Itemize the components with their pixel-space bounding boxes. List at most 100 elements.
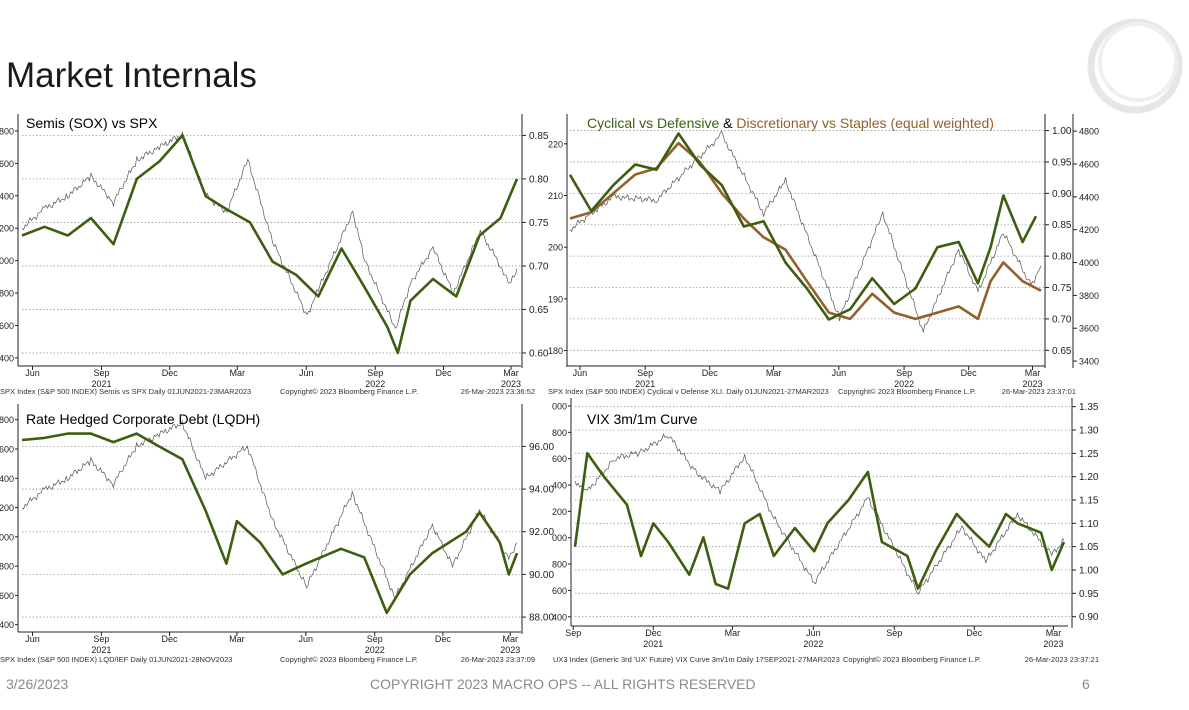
right-tick-label: 92.00: [529, 527, 554, 538]
x-tick-label: Dec: [702, 368, 719, 378]
chart-footer-source: UX3 Index (Generic 3rd 'UX' Future) VIX …: [553, 655, 840, 664]
far-tick-label: 4000: [1079, 258, 1099, 268]
left-tick-label: 600: [0, 444, 14, 454]
left-tick-label: 800: [0, 562, 14, 572]
x-year-label: 2022: [894, 379, 914, 389]
series-line-price: [574, 433, 1065, 595]
left-tick-label: 200: [552, 507, 567, 517]
chart-title: Semis (SOX) vs SPX: [26, 115, 158, 131]
x-tick-label: Sep: [93, 634, 109, 644]
right-tick-label: 0.65: [1052, 346, 1072, 357]
left-tick-label: 400: [0, 474, 14, 484]
series-line-green: [21, 432, 519, 615]
page-number: 6: [1082, 676, 1090, 692]
footer-copyright: COPYRIGHT 2023 MACRO OPS -- ALL RIGHTS R…: [370, 676, 756, 692]
left-tick-label: 800: [0, 289, 14, 299]
footer-date: 3/26/2023: [6, 676, 69, 692]
x-tick-label: Sep: [367, 368, 383, 378]
right-tick-label: 1.25: [1079, 449, 1099, 460]
far-tick-label: 3600: [1079, 324, 1099, 334]
chart-title: Cyclical vs Defensive & Discretionary vs…: [587, 115, 994, 131]
chart-panel-2: 0.65 0.70 0.75 0.80 0.85 0.90 0.95 1.00 180 190 20…: [548, 114, 1099, 396]
x-year-label: 2023: [1043, 639, 1063, 649]
chart-footer-copyright: Copyright© 2023 Bloomberg Finance L.P.: [280, 387, 418, 396]
x-tick-label: Jun: [573, 368, 588, 378]
x-tick-label: Mar: [503, 634, 519, 644]
right-tick-label: 88.00: [529, 613, 554, 624]
x-year-label: 2021: [635, 379, 655, 389]
right-tick-label: 1.20: [1079, 472, 1099, 483]
charts-canvas: 0.60 0.65 0.70 0.75 0.80 0.85 400 600 800 000 200 4…: [0, 114, 1099, 664]
x-tick-label: Jun: [25, 634, 40, 644]
x-tick-label: Mar: [1025, 368, 1041, 378]
right-tick-label: 0.75: [1052, 283, 1072, 294]
chart-title: VIX 3m/1m Curve: [587, 411, 698, 427]
chart-footer-copyright: Copyright© 2023 Bloomberg Finance L.P.: [843, 655, 981, 664]
right-tick-label: 0.70: [1052, 314, 1072, 325]
macro-ops-logo: [1087, 18, 1183, 114]
x-tick-label: Dec: [162, 368, 179, 378]
slide-title: Market Internals: [6, 56, 257, 95]
right-tick-label: 0.95: [1052, 157, 1072, 168]
series-line-green: [21, 134, 519, 355]
left-tick-label: 800: [552, 560, 567, 570]
x-tick-label: Dec: [162, 634, 179, 644]
right-tick-label: 96.00: [529, 442, 554, 453]
right-tick-label: 0.85: [529, 131, 549, 142]
x-tick-label: Jun: [299, 368, 314, 378]
far-tick-label: 3400: [1079, 357, 1099, 367]
left-tick-label: 220: [548, 139, 563, 149]
x-year-label: 2022: [365, 645, 385, 655]
x-year-label: 2021: [643, 639, 663, 649]
left-tick-label: 000: [552, 401, 567, 411]
x-year-label: 2023: [500, 645, 520, 655]
right-tick-label: 0.90: [1079, 612, 1099, 623]
x-tick-label: Sep: [896, 368, 912, 378]
x-tick-label: Dec: [966, 628, 983, 638]
left-tick-label: 600: [0, 321, 14, 331]
right-tick-label: 0.95: [1079, 589, 1099, 600]
right-tick-label: 1.05: [1079, 542, 1099, 553]
x-tick-label: Jun: [25, 368, 40, 378]
left-tick-label: 800: [0, 415, 14, 425]
chart-panel-4: 0.90 0.95 1.00 1.05 1.10 1.15 1.20 1.25 1.30 1.35…: [552, 398, 1099, 664]
chart-footer-source: SPX Index (S&P 500 INDEX) LQD/IEF Daily …: [0, 655, 232, 664]
x-tick-label: Jun: [299, 634, 314, 644]
left-tick-label: 210: [548, 191, 563, 201]
left-tick-label: 190: [548, 294, 563, 304]
right-tick-label: 1.00: [1052, 126, 1072, 137]
chart-footer-timestamp: 26-Mar-2023 23:36:52: [461, 387, 535, 396]
left-tick-label: 600: [0, 159, 14, 169]
right-tick-label: 1.15: [1079, 496, 1099, 507]
left-tick-label: 400: [552, 481, 567, 491]
right-tick-label: 0.70: [529, 261, 549, 272]
x-tick-label: Dec: [435, 368, 452, 378]
series-line-price: [569, 130, 1042, 333]
right-tick-label: 0.90: [1052, 189, 1072, 200]
left-tick-label: 400: [0, 620, 14, 630]
chart-footer-timestamp: 26-Mar-2023 23:37:09: [461, 655, 535, 664]
far-tick-label: 3800: [1079, 291, 1099, 301]
far-tick-label: 4600: [1079, 159, 1099, 169]
right-tick-label: 90.00: [529, 570, 554, 581]
x-tick-label: Sep: [367, 634, 383, 644]
left-tick-label: 180: [548, 346, 563, 356]
right-tick-label: 1.30: [1079, 426, 1099, 437]
x-tick-label: Sep: [565, 628, 581, 638]
chart-footer-timestamp: 26-Mar-2023 23:37:01: [1002, 387, 1076, 396]
right-tick-label: 0.80: [529, 174, 549, 185]
x-tick-label: Jun: [832, 368, 847, 378]
right-tick-label: 0.75: [529, 218, 549, 229]
series-line-price: [21, 419, 518, 601]
x-year-label: 2023: [1022, 379, 1042, 389]
chart-footer-timestamp: 26-Mar-2023 23:37:21: [1025, 655, 1099, 664]
chart-footer-copyright: Copyright© 2023 Bloomberg Finance L.P.: [838, 387, 976, 396]
left-tick-label: 400: [0, 353, 14, 363]
right-tick-label: 1.35: [1079, 402, 1099, 413]
left-tick-label: 600: [0, 591, 14, 601]
right-tick-label: 0.60: [529, 348, 549, 359]
chart-panel-3: 88.00 90.00 92.00 94.00 96.00 400 600 800 000 200…: [0, 404, 554, 664]
series-line-green: [568, 132, 1038, 321]
x-tick-label: Mar: [1046, 628, 1062, 638]
left-tick-label: 800: [0, 126, 14, 136]
